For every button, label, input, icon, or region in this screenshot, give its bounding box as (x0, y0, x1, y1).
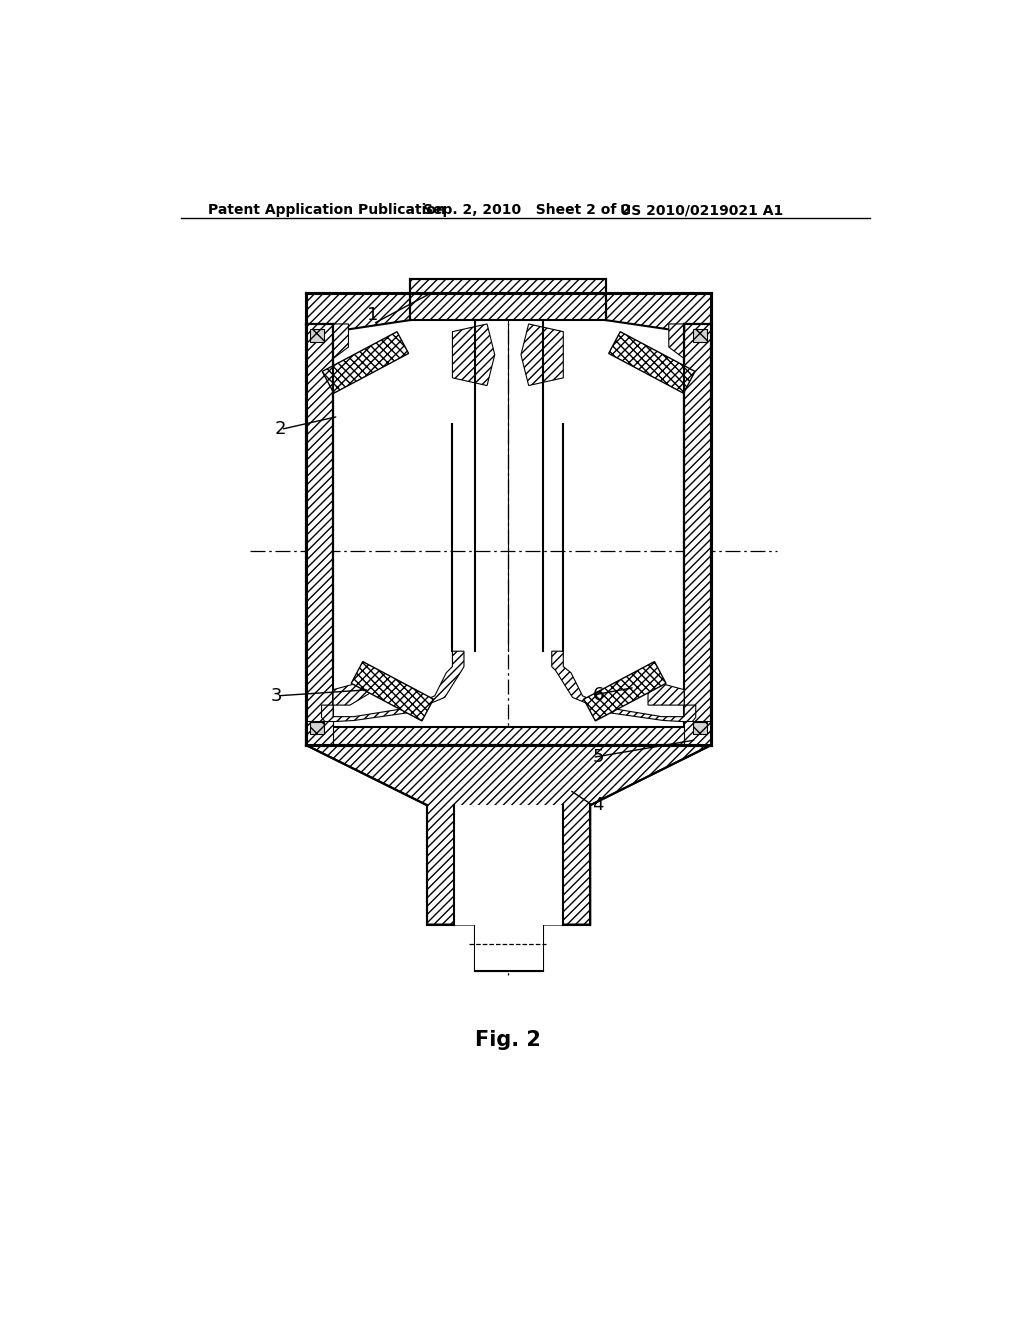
Bar (475, 924, 543, 970)
Polygon shape (521, 323, 563, 385)
Bar (475, 924, 543, 970)
Text: 1: 1 (368, 306, 379, 323)
Bar (310, 330, 324, 342)
Polygon shape (608, 331, 695, 393)
Polygon shape (410, 280, 605, 321)
Polygon shape (333, 323, 348, 359)
Polygon shape (351, 661, 433, 721)
Polygon shape (605, 293, 711, 331)
Bar (693, 722, 708, 734)
Polygon shape (648, 682, 684, 705)
Polygon shape (453, 323, 495, 385)
Bar (684, 323, 711, 744)
Bar (693, 722, 708, 734)
Text: Fig. 2: Fig. 2 (475, 1030, 541, 1049)
Bar (693, 330, 708, 342)
Bar (306, 323, 333, 744)
Polygon shape (552, 651, 695, 722)
Polygon shape (322, 651, 464, 722)
Polygon shape (306, 293, 410, 331)
Text: 2: 2 (275, 421, 287, 438)
Bar (310, 722, 324, 734)
Text: 5: 5 (593, 748, 604, 767)
Bar (454, 805, 563, 924)
Polygon shape (333, 682, 370, 705)
Polygon shape (584, 661, 666, 721)
Polygon shape (306, 726, 711, 744)
Polygon shape (306, 721, 333, 744)
Text: 4: 4 (593, 796, 604, 814)
Polygon shape (323, 331, 409, 393)
Bar (475, 924, 543, 970)
Bar (693, 330, 708, 342)
Bar (306, 323, 333, 744)
Bar (310, 330, 324, 342)
Text: 3: 3 (271, 686, 283, 705)
Text: Sep. 2, 2010   Sheet 2 of 2: Sep. 2, 2010 Sheet 2 of 2 (423, 203, 631, 216)
Bar (310, 722, 324, 734)
Text: Patent Application Publication: Patent Application Publication (208, 203, 445, 216)
Text: 6: 6 (593, 686, 604, 704)
Polygon shape (306, 744, 711, 924)
Polygon shape (669, 323, 684, 359)
Text: US 2010/0219021 A1: US 2010/0219021 A1 (620, 203, 782, 216)
Bar (684, 323, 711, 744)
Polygon shape (684, 721, 711, 744)
